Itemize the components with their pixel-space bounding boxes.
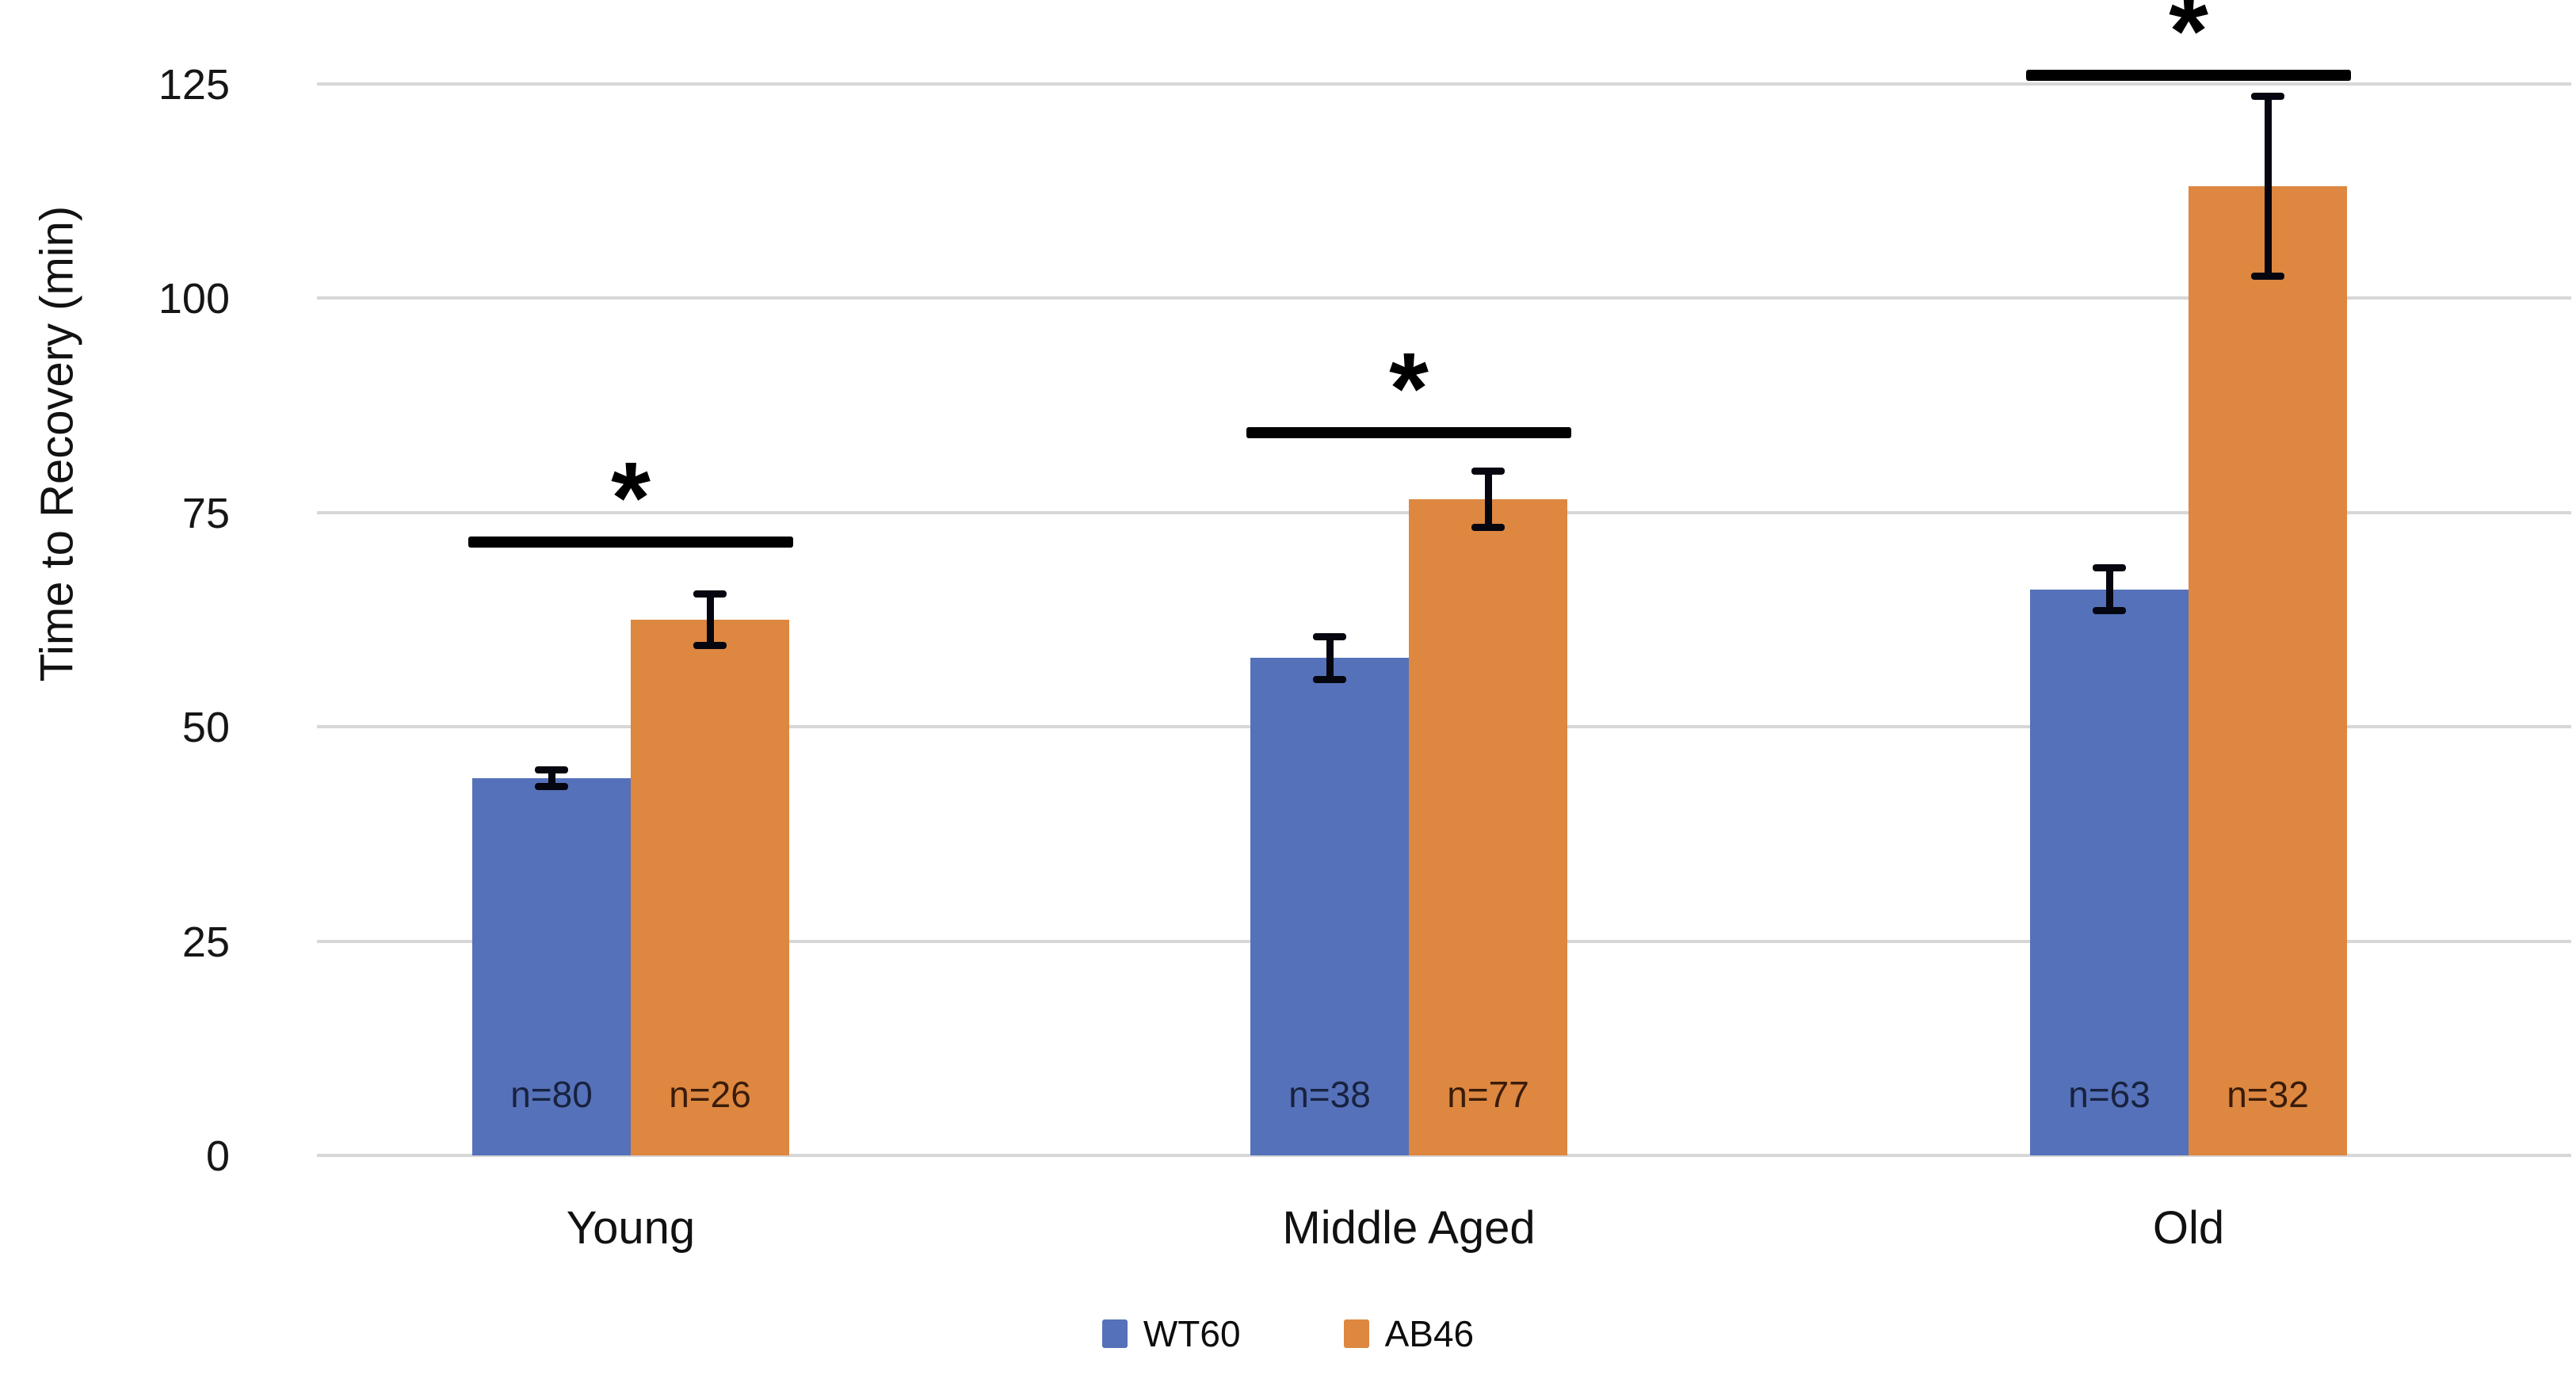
n-label: n=38: [1288, 1074, 1371, 1115]
legend-swatch-wt60: [1101, 1319, 1128, 1348]
n-label: n=77: [1447, 1074, 1529, 1115]
legend-swatch-ab46: [1343, 1319, 1369, 1348]
error-bar-cap: [693, 641, 727, 649]
error-bar-cap: [1313, 675, 1346, 683]
error-bar-stem: [706, 594, 714, 646]
legend-item: AB46: [1343, 1312, 1475, 1355]
bar-ab46: [631, 619, 789, 1155]
legend-label: WT60: [1143, 1313, 1241, 1354]
error-bar-cap: [1471, 524, 1505, 532]
y-tick-label: 75: [181, 489, 230, 537]
gridline: [317, 82, 2571, 86]
significance-line: [1246, 426, 1571, 438]
bar-ab46: [1409, 499, 1567, 1155]
significance-line: [2026, 69, 2351, 81]
error-bar-cap: [2251, 273, 2284, 281]
legend-label: AB46: [1384, 1313, 1475, 1354]
category-label: Middle Aged: [1282, 1202, 1536, 1254]
n-label: n=32: [2227, 1074, 2309, 1115]
gridline: [317, 1154, 2571, 1157]
n-label: n=63: [2068, 1074, 2150, 1115]
y-tick-label: 125: [158, 60, 230, 109]
y-tick-label: 100: [158, 275, 230, 323]
error-bar-stem: [548, 769, 555, 787]
error-bar-cap: [1471, 468, 1505, 475]
significance-asterisk: *: [1389, 331, 1429, 445]
bar-wt60: [1250, 658, 1409, 1155]
category-label: Young: [566, 1202, 696, 1254]
bar-wt60: [2030, 589, 2189, 1155]
error-bar-cap: [535, 766, 568, 773]
n-label: n=26: [669, 1074, 751, 1115]
error-bar-cap: [2093, 607, 2126, 615]
error-bar-cap: [2251, 93, 2284, 101]
y-tick-label: 0: [205, 1132, 230, 1180]
bar-ab46: [2189, 186, 2347, 1155]
gridline: [317, 296, 2571, 300]
bar-wt60: [472, 777, 631, 1155]
n-label: n=80: [510, 1074, 593, 1115]
error-bar-stem: [1484, 471, 1492, 528]
significance-line: [468, 537, 793, 548]
error-bar-stem: [1326, 636, 1334, 680]
error-bar-stem: [2264, 96, 2272, 277]
category-label: Old: [2152, 1202, 2225, 1254]
y-tick-label: 25: [181, 918, 230, 966]
significance-asterisk: *: [2169, 0, 2208, 88]
error-bar-cap: [693, 590, 727, 598]
y-tick-label: 50: [181, 704, 230, 751]
legend-item: WT60: [1101, 1312, 1241, 1355]
legend: WT60 AB46: [0, 1312, 2576, 1355]
error-bar-cap: [2093, 564, 2126, 572]
error-bar-stem: [2105, 567, 2113, 611]
error-bar-cap: [535, 783, 568, 791]
error-bar-cap: [1313, 632, 1346, 640]
significance-asterisk: *: [611, 441, 651, 556]
